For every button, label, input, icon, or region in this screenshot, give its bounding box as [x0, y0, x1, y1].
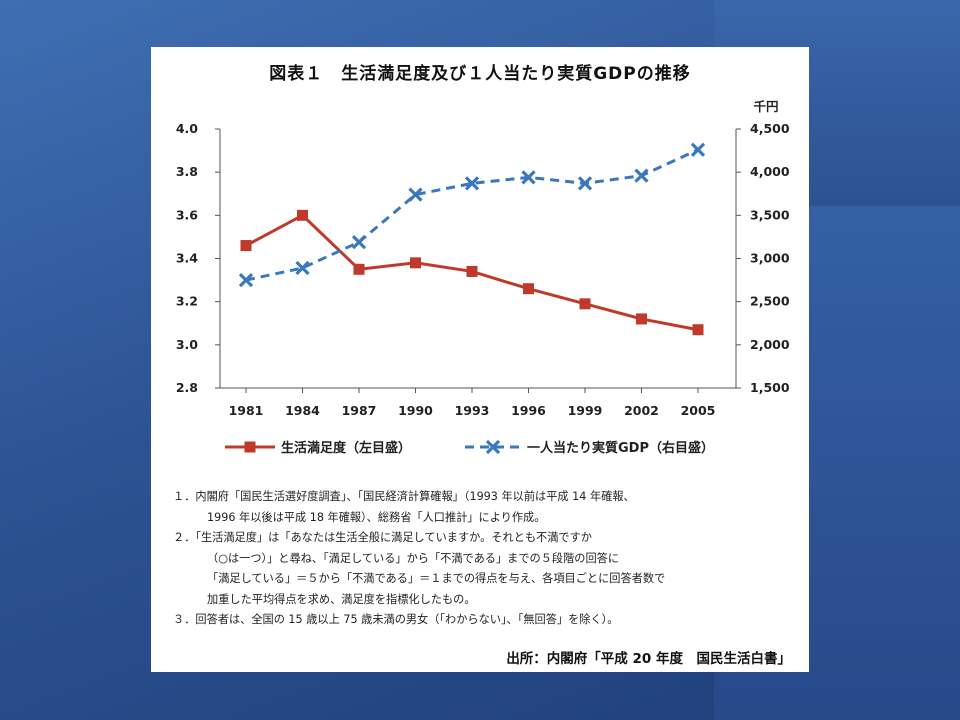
data-point-satisfaction — [523, 283, 534, 295]
data-point-gdp — [238, 272, 254, 288]
data-point-gdp — [634, 168, 649, 183]
y-right-tick-label: 1,500 — [750, 380, 790, 395]
data-point-satisfaction — [692, 324, 704, 336]
legend-label-satisfaction: 生活満足度（左目盛） — [281, 440, 411, 456]
y-left-tick-label: 3.4 — [176, 251, 198, 266]
note-line: 1996 年以後は平成 18 年確報）、総務省「人口推計」により作成。 — [207, 510, 546, 524]
y-right-tick-label: 4,000 — [750, 164, 790, 179]
x-tick-label: 1984 — [285, 403, 320, 418]
data-point-satisfaction — [466, 265, 478, 277]
note-line: 「満足している」＝５から「不満である」＝１までの得点を与え、各項目ごとに回答者数… — [207, 572, 666, 585]
notes: １．内閣府「国民生活選好度調査」、「国民経済計算確報」（1993 年以前は平成 … — [173, 487, 793, 631]
data-point-gdp — [408, 187, 423, 202]
data-point-satisfaction — [353, 263, 365, 275]
x-tick-label: 1990 — [398, 403, 433, 418]
x-tick-label: 1987 — [342, 403, 377, 418]
data-point-satisfaction — [579, 298, 591, 310]
x-tick-label: 1981 — [229, 403, 264, 418]
x-tick-label: 1999 — [568, 403, 603, 418]
data-point-satisfaction — [410, 257, 421, 269]
data-point-gdp — [464, 176, 480, 191]
y-left-tick-label: 3.2 — [176, 294, 198, 309]
series-line-2 — [245, 148, 699, 282]
chart-title: 図表１ 生活満足度及び１人当たり実質GDPの推移 — [269, 64, 691, 84]
x-tick-label: 2005 — [681, 403, 716, 418]
data-point-gdp — [690, 142, 706, 157]
y-right-tick-label: 3,500 — [750, 207, 790, 222]
data-point-gdp — [351, 234, 367, 250]
note-line: ２．「生活満足度」は「あなたは生活全般に満足していますか。それとも不満ですか — [173, 531, 592, 544]
x-tick-label: 1996 — [511, 403, 546, 418]
data-point-satisfaction — [240, 240, 252, 252]
data-point-gdp — [295, 260, 310, 276]
data-point-gdp — [577, 176, 593, 191]
y-left-tick-label: 2.8 — [176, 380, 198, 395]
x-tick-label: 1993 — [455, 403, 490, 418]
figure-card: 図表１ 生活満足度及び１人当たり実質GDPの推移 4.0 3.8 3.6 3.4 3.2… — [151, 47, 809, 672]
note-line: 加重した平均得点を求め、満足度を指標化したもの。 — [207, 592, 476, 606]
x-tick-label: 2002 — [624, 403, 659, 418]
y-left-tick-label: 4.0 — [176, 121, 198, 136]
note-line: （○は一つ）」と尋ね、「満足している」から「不満である」までの５段階の回答に — [207, 551, 620, 565]
legend-marker-satisfaction — [244, 441, 256, 453]
note-line: １．内閣府「国民生活選好度調査」、「国民経済計算確報」（1993 年以前は平成 … — [173, 490, 635, 503]
legend-label-gdp: 一人当たり実質GDP（右目盛） — [527, 440, 714, 456]
y-right-tick-label: 2,000 — [750, 337, 790, 352]
y-right-tick-label: 3,000 — [750, 251, 790, 266]
y-left-tick-label: 3.0 — [176, 337, 198, 352]
note-line: ３．回答者は、全国の 15 歳以上 75 歳未満の男女（「わからない」、「無回答… — [173, 613, 619, 626]
y-left-tick-label: 3.6 — [176, 207, 198, 222]
data-point-satisfaction — [636, 313, 647, 325]
data-point-satisfaction — [297, 209, 308, 221]
y-left-tick-label: 3.8 — [176, 164, 198, 179]
source-citation: 出所：内閣府「平成 20 年度 国民生活白書」 — [506, 651, 791, 667]
y-right-tick-label: 2,500 — [750, 294, 790, 309]
line-chart: 4.0 3.8 3.6 3.4 3.2 3.0 2.8 4,500 4,000 3,500 3,00… — [176, 99, 790, 456]
y-right-unit-label: 千円 — [753, 99, 778, 114]
legend-marker-gdp — [485, 439, 501, 455]
data-point-gdp — [521, 170, 536, 185]
y-right-tick-label: 4,500 — [750, 121, 790, 136]
